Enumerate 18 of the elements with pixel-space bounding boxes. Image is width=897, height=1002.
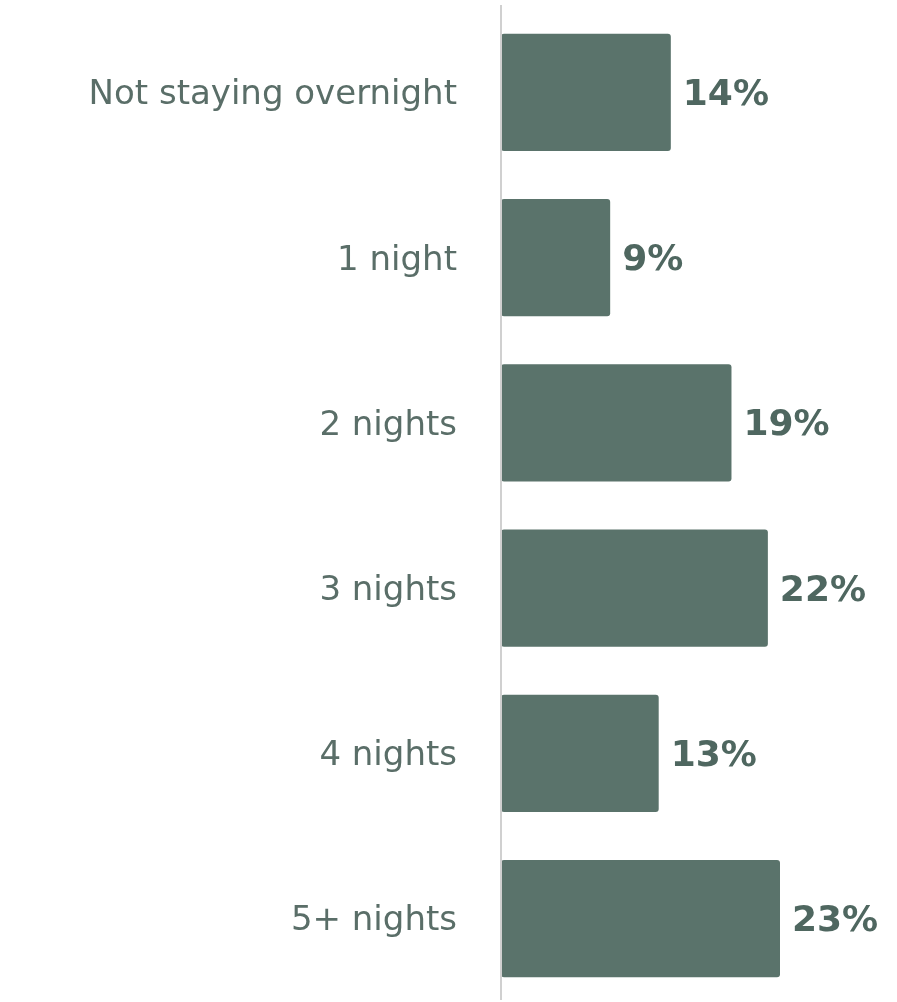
- bar: [501, 199, 611, 317]
- bar: [501, 859, 780, 978]
- data-label: 22%: [779, 567, 867, 609]
- data-label: 13%: [670, 732, 757, 774]
- data-label: 9%: [622, 237, 684, 279]
- bar: [501, 364, 732, 482]
- bar: [501, 529, 768, 647]
- y-tick-label: 4 nights: [319, 733, 457, 774]
- data-label: 19%: [743, 402, 830, 444]
- y-tick-label: 2 nights: [319, 402, 457, 443]
- bar: [501, 33, 671, 152]
- y-tick-label: 3 nights: [319, 568, 457, 609]
- data-label: 23%: [792, 898, 879, 940]
- y-tick-label: 1 night: [337, 237, 457, 278]
- bar: [501, 694, 659, 812]
- y-tick-label: Not staying overnight: [88, 72, 457, 113]
- data-label: 14%: [682, 72, 769, 114]
- y-tick-label: 5+ nights: [290, 898, 457, 939]
